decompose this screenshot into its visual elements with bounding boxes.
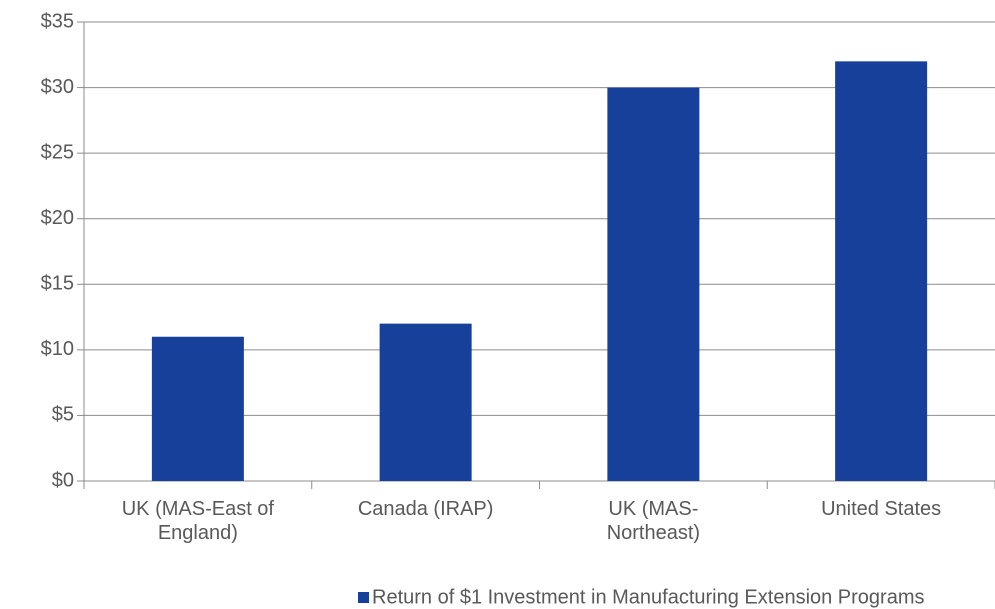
- bar: [607, 87, 700, 482]
- x-tick-label: UK (MAS-East of England): [121, 498, 274, 544]
- x-tick-label: Canada (IRAP): [357, 498, 494, 520]
- y-tick-label: $5: [52, 404, 74, 426]
- y-tick-label: $25: [41, 141, 74, 163]
- bar: [151, 336, 244, 481]
- bar: [835, 61, 928, 481]
- y-tick-label: $35: [41, 10, 74, 32]
- y-tick-label: $10: [41, 338, 74, 360]
- y-tick-label: $0: [52, 469, 74, 491]
- y-tick-label: $30: [41, 76, 74, 98]
- y-tick-label: $15: [41, 273, 74, 295]
- legend-label: Return of $1 Investment in Manufacturing…: [372, 586, 925, 608]
- x-tick-label: UK (MAS-Northeast): [606, 498, 701, 544]
- legend-swatch: [358, 592, 369, 603]
- y-tick-label: $20: [41, 207, 74, 229]
- x-tick-label: United States: [821, 498, 942, 520]
- bar: [379, 323, 472, 481]
